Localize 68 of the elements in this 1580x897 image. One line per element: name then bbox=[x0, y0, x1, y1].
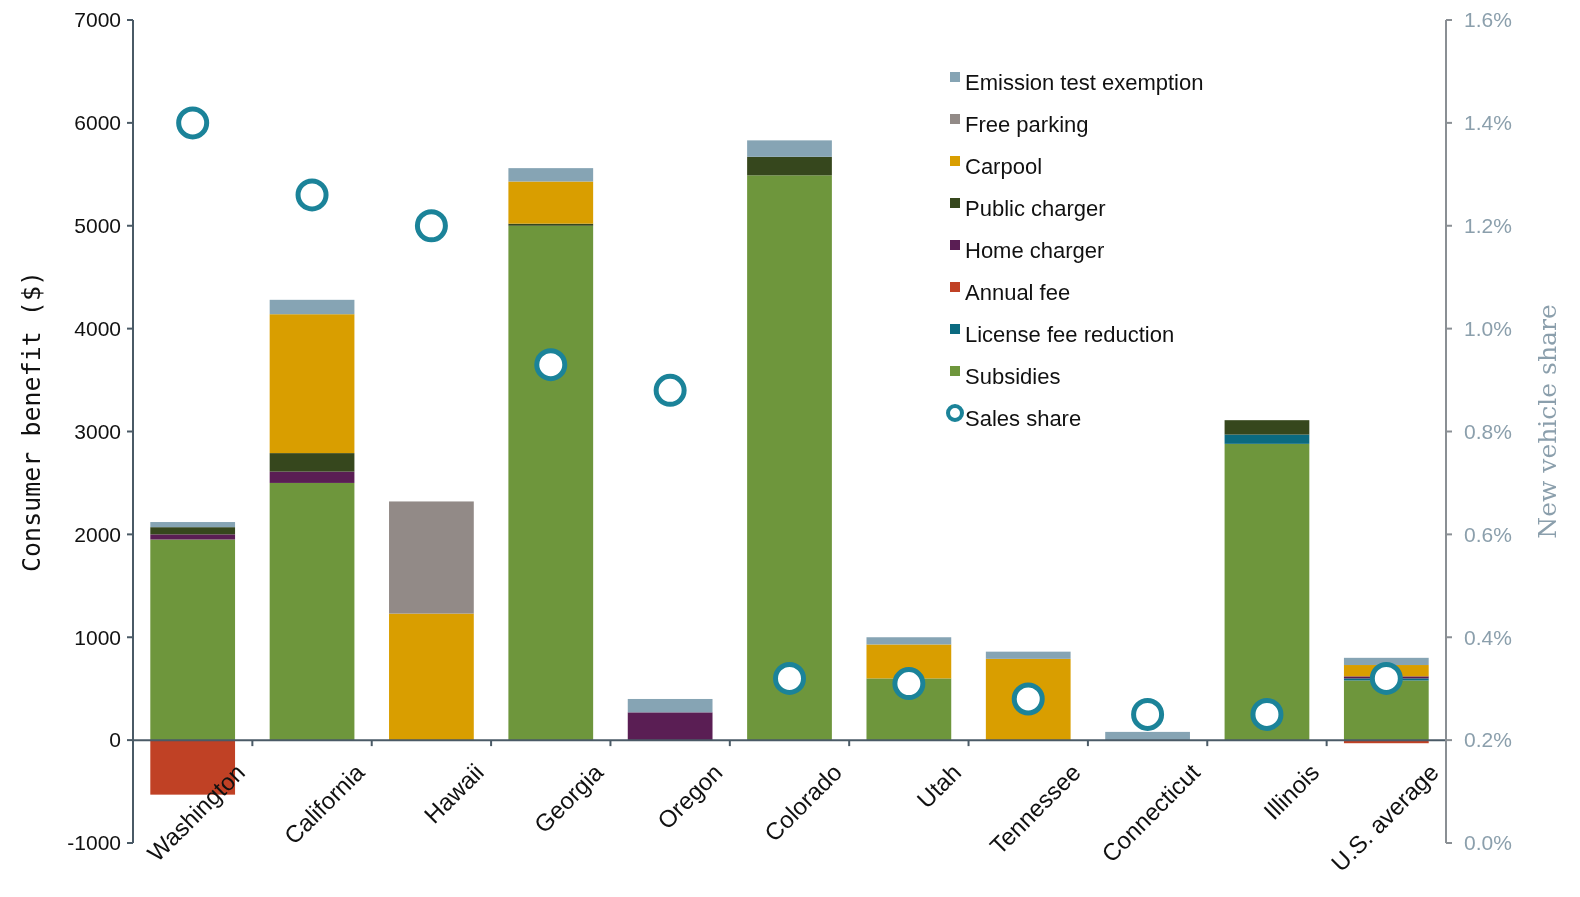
legend-label: License fee reduction bbox=[965, 321, 1175, 347]
bar bbox=[747, 140, 832, 157]
bar bbox=[1343, 657, 1429, 666]
y-tick-label: 2000 bbox=[74, 522, 121, 546]
y-axis-title: Consumer benefit ($) bbox=[17, 270, 46, 573]
bar bbox=[150, 522, 236, 528]
bar bbox=[508, 168, 594, 182]
bar bbox=[747, 156, 832, 176]
y-tick-label: -1000 bbox=[67, 831, 121, 855]
legend-label: Public charger bbox=[965, 195, 1106, 221]
point bbox=[1250, 697, 1284, 731]
point bbox=[1131, 697, 1165, 731]
point bbox=[414, 209, 448, 243]
bar bbox=[627, 698, 713, 713]
y2-tick-label: 1.2% bbox=[1464, 214, 1512, 238]
legend-label: Free parking bbox=[965, 111, 1089, 137]
legend-label: Home charger bbox=[965, 237, 1105, 263]
bar bbox=[150, 534, 236, 540]
y2-tick-label: 1.6% bbox=[1464, 8, 1512, 32]
y2-tick-label: 0.8% bbox=[1464, 419, 1512, 443]
bar bbox=[389, 501, 474, 614]
legend-label: Emission test exemption bbox=[965, 69, 1204, 95]
y-tick-label: 5000 bbox=[74, 214, 121, 238]
bar bbox=[866, 644, 952, 679]
bar bbox=[627, 712, 713, 741]
bar bbox=[747, 175, 832, 741]
point bbox=[295, 178, 329, 212]
bar bbox=[508, 223, 594, 226]
y-tick-label: 3000 bbox=[74, 419, 121, 443]
point bbox=[892, 667, 926, 701]
y-tick-label: 4000 bbox=[74, 316, 121, 340]
bar bbox=[508, 181, 594, 224]
y2-tick-label: 0.2% bbox=[1464, 728, 1512, 752]
bar bbox=[269, 299, 355, 315]
bar bbox=[150, 527, 236, 535]
bar bbox=[1224, 443, 1310, 741]
point bbox=[534, 348, 568, 382]
bar bbox=[508, 225, 594, 741]
bar bbox=[1343, 680, 1429, 741]
y2-tick-label: 0.4% bbox=[1464, 625, 1512, 649]
legend-label: Annual fee bbox=[965, 279, 1071, 305]
y-tick-label: 0 bbox=[109, 728, 121, 752]
y-tick-label: 1000 bbox=[74, 625, 121, 649]
y2-axis-title: New vehicle share bbox=[1533, 304, 1562, 539]
bar bbox=[1224, 420, 1310, 435]
point bbox=[653, 373, 687, 407]
bar bbox=[866, 637, 952, 645]
bar bbox=[389, 613, 474, 741]
point bbox=[773, 661, 806, 695]
y-tick-label: 7000 bbox=[74, 8, 121, 32]
bar bbox=[150, 539, 236, 741]
x-tick-label: Utah bbox=[911, 758, 967, 814]
bar bbox=[269, 482, 355, 741]
bar bbox=[269, 453, 355, 472]
y2-tick-label: 1.4% bbox=[1464, 111, 1512, 135]
bar bbox=[269, 471, 355, 483]
y2-tick-label: 1.0% bbox=[1464, 316, 1512, 340]
legend-label: Carpool bbox=[965, 153, 1043, 179]
y2-tick-label: 0.0% bbox=[1464, 831, 1512, 855]
bar bbox=[985, 651, 1071, 659]
bar bbox=[1224, 434, 1310, 444]
y-tick-label: 6000 bbox=[74, 111, 121, 135]
point bbox=[1369, 661, 1403, 695]
y2-tick-label: 0.6% bbox=[1464, 522, 1512, 546]
bar bbox=[269, 314, 355, 454]
legend-label: Subsidies bbox=[965, 363, 1061, 389]
point bbox=[176, 106, 210, 140]
legend-label: Sales share bbox=[965, 405, 1082, 431]
